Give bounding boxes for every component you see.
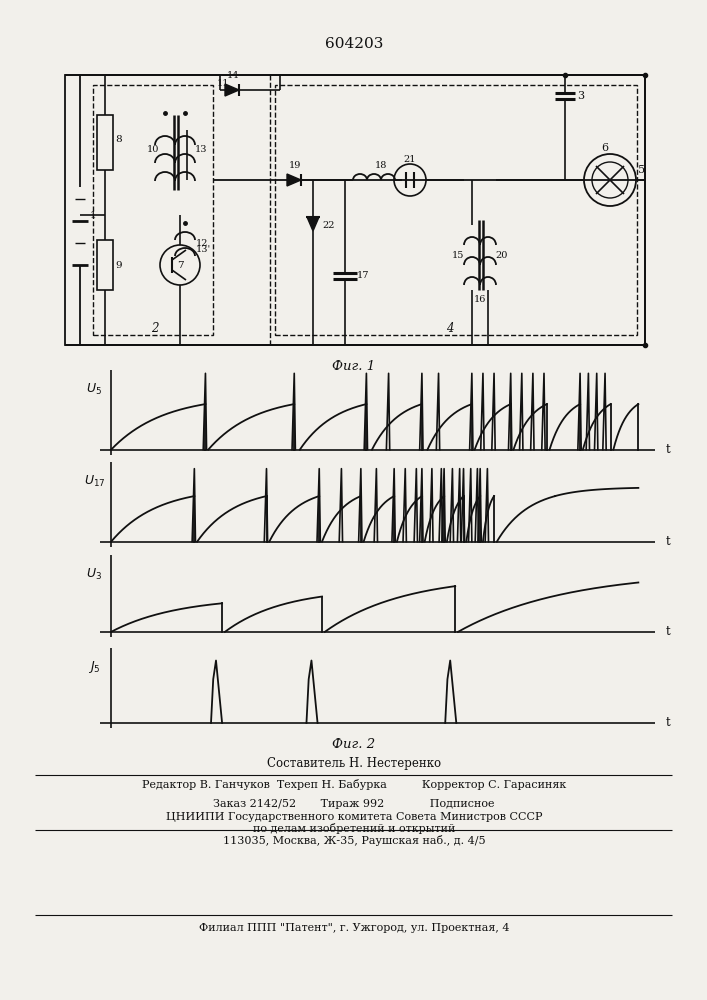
Text: 3: 3: [578, 91, 585, 101]
Text: Фиг. 1: Фиг. 1: [332, 360, 375, 373]
Text: 2: 2: [151, 322, 159, 336]
Text: 13: 13: [194, 145, 207, 154]
Bar: [275, 85, 637, 335]
Text: 4: 4: [446, 322, 454, 336]
Text: 18: 18: [375, 161, 387, 170]
Text: 12: 12: [196, 238, 209, 247]
Text: 20: 20: [496, 250, 508, 259]
Text: Редактор В. Ганчуков  Техреп Н. Бабурка          Корректор С. Гарасиняк: Редактор В. Ганчуков Техреп Н. Бабурка К…: [142, 780, 566, 790]
Text: $U_5$: $U_5$: [86, 382, 103, 397]
Text: t: t: [666, 443, 671, 456]
Text: $U_{17}$: $U_{17}$: [83, 474, 105, 489]
Text: ЦНИИПИ Государственного комитета Совета Министров СССР: ЦНИИПИ Государственного комитета Совета …: [165, 812, 542, 822]
Text: 14: 14: [227, 72, 239, 81]
Text: $U_3$: $U_3$: [86, 567, 103, 582]
Text: по делам изобретений и открытий: по делам изобретений и открытий: [253, 822, 455, 834]
Text: 21: 21: [404, 155, 416, 164]
Bar: [97, 115, 113, 170]
Bar: [65, 75, 645, 345]
Text: 9: 9: [116, 260, 122, 269]
Text: 15: 15: [452, 250, 464, 259]
Text: 17: 17: [357, 271, 369, 280]
Text: t: t: [666, 535, 671, 548]
Text: 1: 1: [90, 211, 96, 220]
Polygon shape: [307, 217, 319, 231]
Text: 7: 7: [177, 260, 183, 269]
Text: t: t: [666, 625, 671, 638]
Text: 13': 13': [195, 245, 211, 254]
Text: 22: 22: [323, 221, 335, 230]
Text: 5: 5: [638, 165, 645, 175]
Text: $J_5$: $J_5$: [88, 659, 100, 675]
Polygon shape: [287, 174, 301, 186]
Text: 8: 8: [116, 135, 122, 144]
Text: 19: 19: [289, 161, 301, 170]
Text: Филиал ППП "Патент", г. Ужгород, ул. Проектная, 4: Филиал ППП "Патент", г. Ужгород, ул. Про…: [199, 923, 509, 933]
Bar: [93, 85, 213, 335]
Text: 16: 16: [474, 296, 486, 304]
Text: 113035, Москва, Ж-35, Раушская наб., д. 4/5: 113035, Москва, Ж-35, Раушская наб., д. …: [223, 834, 485, 846]
Text: 10: 10: [147, 145, 159, 154]
Polygon shape: [225, 84, 239, 96]
Bar: [97, 240, 113, 290]
Text: Составитель Н. Нестеренко: Составитель Н. Нестеренко: [267, 756, 441, 770]
Text: Фиг. 2: Фиг. 2: [332, 738, 375, 752]
Text: Заказ 2142/52       Тираж 992             Подписное: Заказ 2142/52 Тираж 992 Подписное: [214, 799, 495, 809]
Text: t: t: [666, 716, 671, 730]
Text: 11: 11: [217, 79, 229, 88]
Text: 6: 6: [602, 143, 609, 153]
Text: 604203: 604203: [325, 37, 383, 51]
